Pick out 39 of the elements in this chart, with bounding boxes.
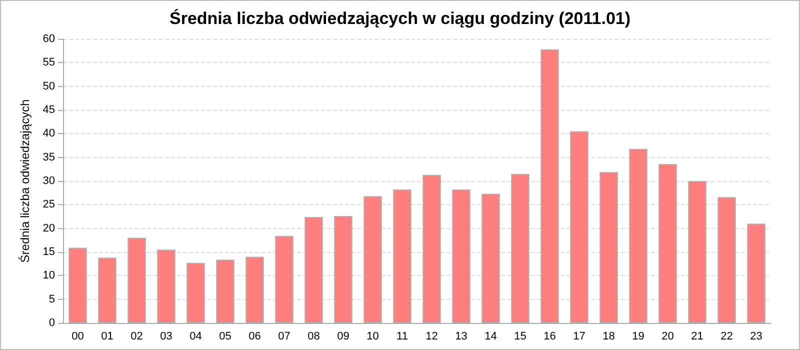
x-tick-label: 04 [190,330,202,342]
x-tick-label: 14 [484,330,497,342]
x-tick-label: 11 [396,330,408,342]
y-axis-title: Średnia liczba odwiedzających [18,99,32,263]
x-tick-label: 19 [632,330,644,342]
y-tick-label: 50 [42,80,55,92]
y-tick-label: 15 [42,246,55,258]
y-tick-label: 25 [42,198,55,211]
x-tick-label: 16 [544,330,556,342]
y-tick-label: 10 [42,270,55,282]
x-tick-label: 17 [573,330,586,342]
y-tick-label: 35 [42,151,55,164]
x-tick-label: 07 [278,330,290,342]
x-tick-label: 12 [426,330,438,342]
y-tick-label: 45 [42,104,55,116]
y-tick-label: 60 [42,33,55,45]
x-tick-label: 05 [219,330,232,342]
y-tick-label: 40 [42,128,55,140]
y-tick-label: 0 [48,317,55,329]
x-tick-label: 02 [130,330,143,342]
x-tick-label: 03 [160,330,172,342]
x-tick-label: 18 [602,330,615,342]
y-tick-label: 30 [42,175,55,187]
y-tick-label: 5 [48,293,55,306]
chart-title: Średnia liczba odwiedzających w ciągu godziny (2011.01) [169,8,631,28]
x-tick-label: 01 [101,330,114,342]
x-tick-label: 00 [72,330,84,342]
y-tick-label: 55 [42,56,55,69]
x-tick-label: 23 [750,330,762,342]
x-tick-label: 13 [455,330,468,342]
x-tick-label: 06 [248,330,261,342]
x-tick-label: 10 [366,330,379,342]
x-tick-label: 20 [662,330,674,342]
x-tick-label: 09 [337,330,350,342]
x-tick-label: 22 [720,330,733,342]
x-tick-label: 21 [691,330,704,342]
x-tick-label: 08 [308,330,320,342]
x-tick-label: 15 [514,330,526,342]
y-tick-label: 20 [42,222,55,234]
